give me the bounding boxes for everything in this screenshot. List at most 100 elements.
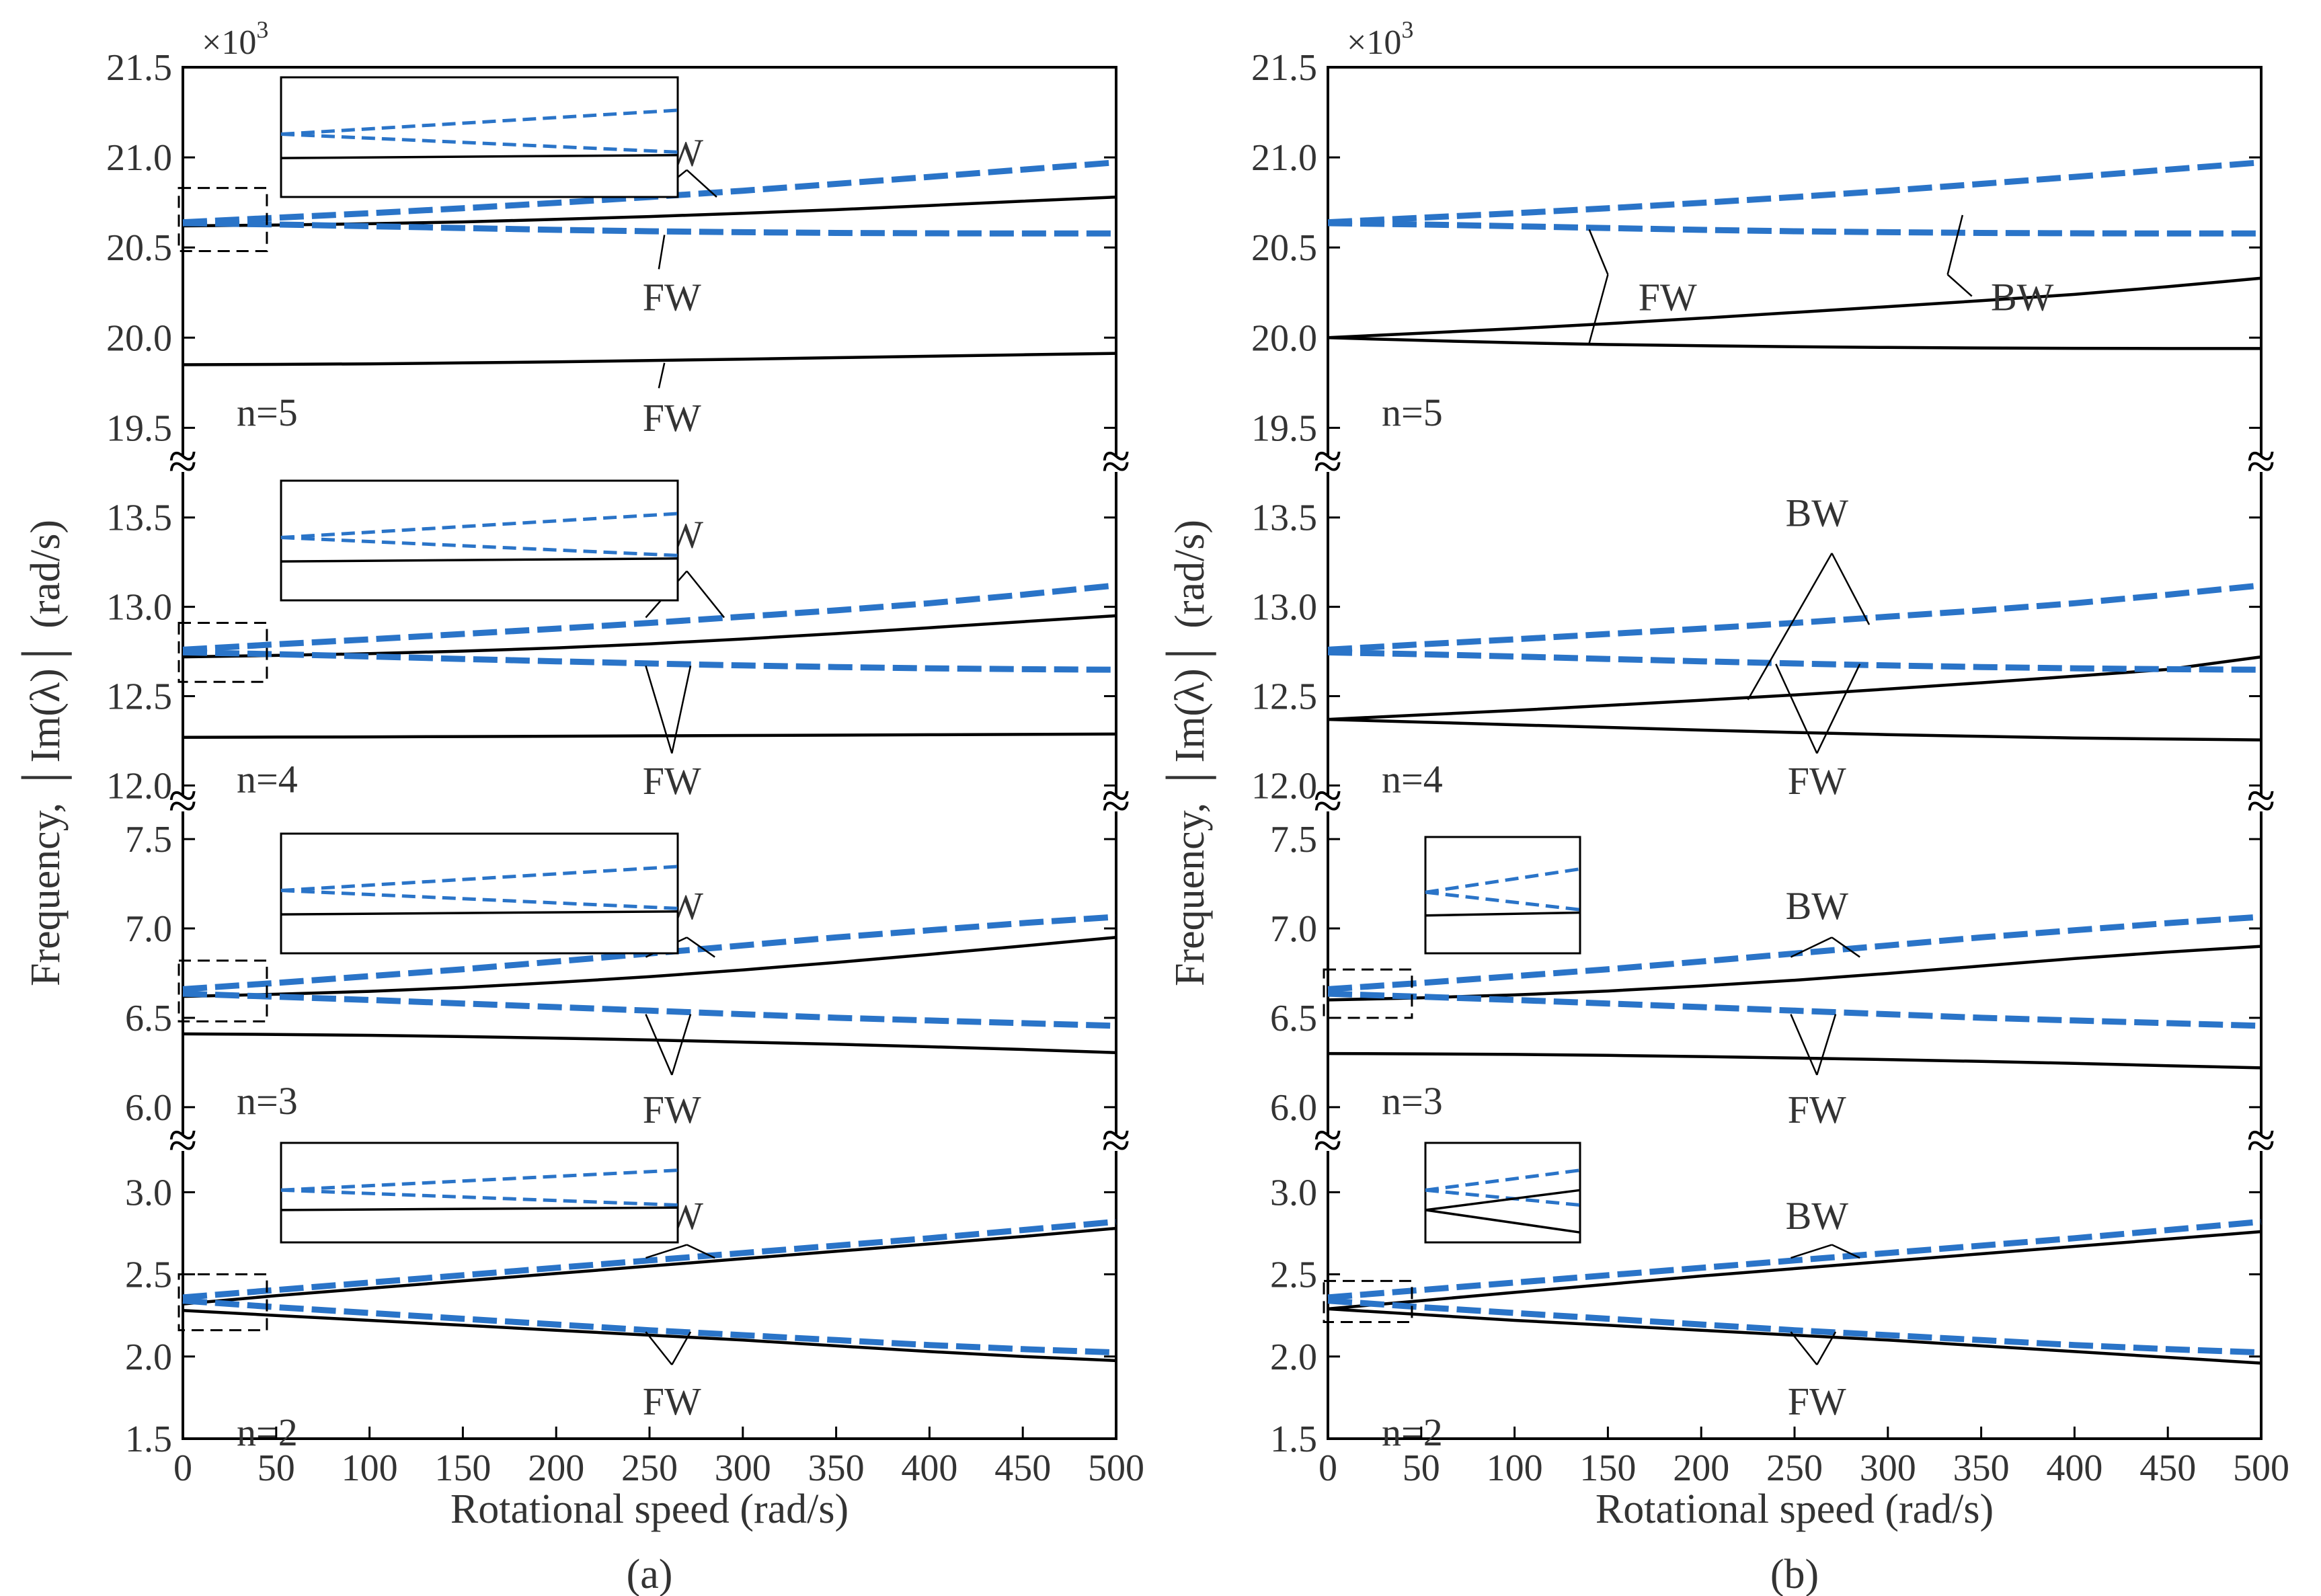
band-n-5: 19.5 20.0 20.5 21.0 21.5 n=5 FW BW [1251, 47, 2262, 449]
y-tick-label: 21.0 [106, 137, 172, 179]
y-axis-title: Frequency, │Im(λ)│ (rad/s) [1165, 520, 1216, 986]
x-tick-label: 350 [808, 1447, 865, 1489]
axis-break-gap [1325, 1135, 1331, 1151]
y-tick-label: 19.5 [106, 407, 172, 449]
inset-blue-lower [280, 536, 678, 557]
leader-line [1816, 1014, 1837, 1076]
inset-black-lower [1425, 1209, 1581, 1234]
y-multiplier: ×103 [1347, 16, 1413, 62]
whirl-label: FW [1788, 759, 1846, 803]
y-tick-label: 7.0 [1270, 908, 1317, 950]
whirl-label: FW [643, 275, 701, 319]
axis-break-gap [1113, 1135, 1119, 1151]
leader-line [1946, 274, 1973, 297]
x-tick-label: 50 [1403, 1447, 1440, 1489]
x-tick-label: 150 [434, 1447, 491, 1489]
y-multiplier-base: ×10 [1347, 24, 1401, 62]
y-tick-label: 2.5 [1270, 1254, 1317, 1296]
leader-line [1816, 1331, 1837, 1365]
series-line-blue-lower [1327, 649, 2262, 673]
leader-line [686, 169, 717, 198]
series-line-blue-lower [182, 990, 1117, 1029]
series-line-blue-lower [1327, 1298, 2262, 1356]
y-tick-label: 20.0 [1251, 317, 1317, 359]
series-line-black-upper [182, 195, 1117, 228]
whirl-label: BW [1786, 491, 1849, 534]
inset-blue-upper [280, 1168, 678, 1192]
y-tick-label: 13.5 [106, 497, 172, 539]
x-tick-label: 200 [1673, 1447, 1729, 1489]
leader-line [1588, 229, 1609, 275]
series-line-black-lower [1327, 1307, 2262, 1365]
mode-number-label: n=4 [237, 757, 298, 801]
inset-black-line [1425, 911, 1581, 917]
zoom-box [1323, 1279, 1413, 1323]
y-tick-label: 20.0 [106, 317, 172, 359]
x-tick-label: 0 [1319, 1447, 1337, 1489]
inset-frame [280, 1142, 679, 1244]
x-tick-label: 100 [1487, 1447, 1543, 1489]
axis-break-icon: ≈ [2247, 432, 2276, 490]
y-tick-label: 13.5 [1251, 497, 1317, 539]
axis-break-icon: ≈ [1314, 771, 1343, 830]
x-tick-label: 250 [621, 1447, 678, 1489]
mode-number-label: n=3 [237, 1079, 298, 1123]
whirl-label: BW [1786, 884, 1849, 928]
whirl-label: FW [1639, 275, 1697, 319]
y-tick-label: 1.5 [1270, 1419, 1317, 1460]
series-line-blue-upper [182, 1218, 1117, 1301]
y-tick-label: 12.5 [1251, 676, 1317, 718]
series-line-blue-lower [182, 649, 1117, 673]
inset-blue-upper [280, 108, 678, 136]
leader-line [645, 665, 673, 754]
mode-number-label: n=5 [1382, 391, 1443, 434]
inset-black-line [280, 1206, 678, 1211]
whirl-label: FW [643, 1380, 701, 1423]
y-tick-label: 20.5 [106, 227, 172, 269]
mode-number-label: n=2 [237, 1410, 298, 1454]
series-line-black-lower [1327, 717, 2262, 742]
whirl-label: BW [1786, 1194, 1849, 1238]
inset-black-upper [1425, 1189, 1581, 1211]
y-tick-label: 21.5 [106, 47, 172, 89]
leader-line [671, 1331, 692, 1365]
mode-number-label: n=4 [1382, 757, 1443, 801]
y-tick-label: 2.0 [1270, 1336, 1317, 1378]
axis-break-icon: ≈ [1102, 771, 1131, 830]
leader-line [671, 666, 692, 754]
axis-break-icon: ≈ [1102, 1111, 1131, 1169]
leader-line [1775, 664, 1818, 754]
mode-number-label: n=3 [1382, 1079, 1443, 1123]
x-tick-label: 0 [173, 1447, 192, 1489]
y-tick-label: 12.0 [1251, 765, 1317, 807]
x-axis-title: Rotational speed (rad/s) [450, 1486, 849, 1532]
inset-blue-upper [1425, 867, 1581, 894]
leader-line [658, 362, 666, 389]
series-line-blue-upper [1327, 582, 2262, 653]
axis-break-icon: ≈ [1102, 432, 1131, 490]
zoom-box [1323, 968, 1413, 1019]
inset-black-line [280, 153, 678, 159]
axis-break-icon: ≈ [1314, 432, 1343, 490]
leader-line [686, 936, 715, 958]
panel-label: (b) [1770, 1552, 1819, 1596]
series-line-black-upper [182, 936, 1117, 998]
x-tick-label: 150 [1579, 1447, 1636, 1489]
inset-frame [280, 832, 679, 955]
mode-number-label: n=2 [1382, 1410, 1443, 1454]
axis-break-gap [1113, 795, 1119, 811]
x-tick-label: 450 [994, 1447, 1051, 1489]
inset-black-line [280, 910, 678, 916]
inset-blue-lower [1425, 1188, 1581, 1207]
series-line-black-lower [1327, 1051, 2262, 1070]
x-tick-label: 500 [2233, 1447, 2289, 1489]
series-line-black-lower [1327, 336, 2261, 350]
x-tick-label: 300 [1860, 1447, 1916, 1489]
x-tick-label: 450 [2139, 1447, 2196, 1489]
zoom-box [178, 187, 268, 253]
y-multiplier-base: ×10 [202, 24, 256, 62]
x-tick-label: 500 [1088, 1447, 1144, 1489]
y-tick-label: 12.5 [106, 676, 172, 718]
y-tick-label: 12.0 [106, 765, 172, 807]
